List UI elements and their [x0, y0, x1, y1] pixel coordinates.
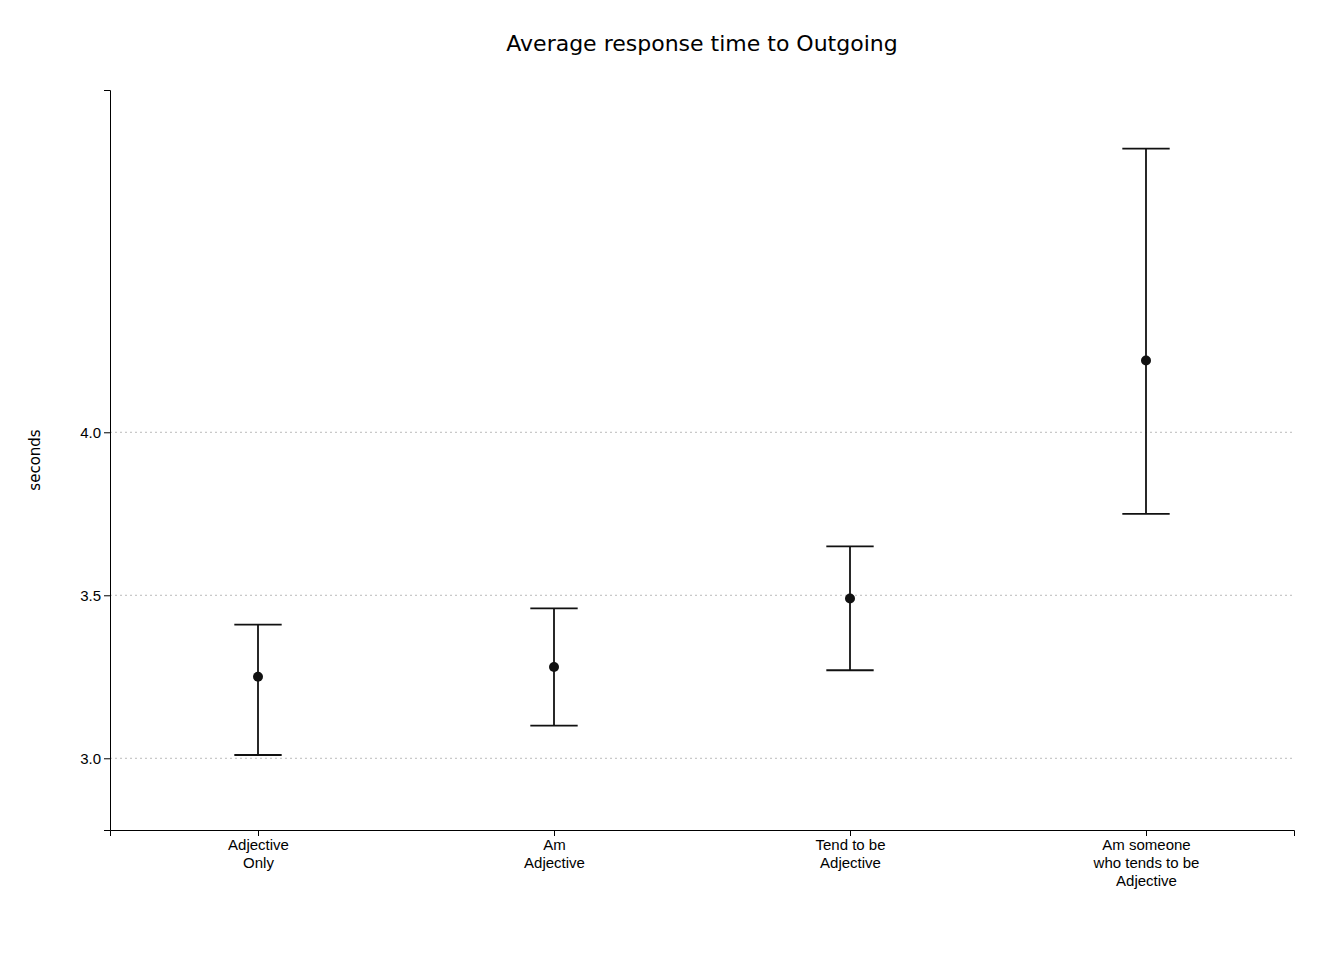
x-tick-label: Tend to beAdjective [815, 836, 885, 871]
x-tick-label-line: Adjective [1116, 872, 1177, 889]
x-axis: AdjectiveOnlyAmAdjectiveTend to beAdject… [111, 830, 1295, 889]
mean-dot [253, 672, 263, 682]
lower-cap [530, 725, 577, 727]
upper-cap [530, 607, 577, 609]
y-tick-mark [104, 595, 110, 596]
x-tick-label-line: Adjective [228, 836, 289, 853]
chart-container: 3.03.54.0AdjectiveOnlyAmAdjectiveTend to… [0, 0, 1344, 960]
error-bar-line [849, 546, 851, 670]
y-tick-label: 3.0 [80, 750, 101, 767]
x-tick-label: AmAdjective [524, 836, 585, 871]
upper-cap [1122, 148, 1169, 150]
lower-cap [1122, 513, 1169, 515]
x-tick-label-line: Adjective [820, 854, 881, 871]
y-axis: 3.0 3.5 4.0 [80, 91, 110, 831]
x-tick-label-line: Tend to be [815, 836, 885, 853]
x-tick-label-line: Adjective [524, 854, 585, 871]
y-tick: 3.5 [80, 587, 110, 604]
x-tick-label-line: Am [543, 836, 566, 853]
upper-cap [234, 624, 281, 626]
grid-line [110, 432, 1294, 433]
marks [234, 149, 1169, 755]
y-tick-label: 3.5 [80, 587, 101, 604]
upper-cap [826, 545, 873, 547]
mean-dot [1141, 356, 1151, 366]
error-bar-line [257, 625, 259, 755]
grid-line [110, 595, 1294, 596]
x-tick: Tend to beAdjective [815, 830, 885, 871]
x-tick-label-line: who tends to be [1093, 854, 1200, 871]
grid [110, 432, 1294, 758]
x-tick-label-line: Am someone [1102, 836, 1190, 853]
x-tick-label-line: Only [243, 854, 274, 871]
x-tick: AmAdjective [524, 830, 585, 871]
error-bar-group [530, 608, 577, 725]
lower-cap [826, 669, 873, 671]
chart-title: Average response time to Outgoing [506, 31, 897, 56]
mean-dot [845, 594, 855, 604]
chart-svg: 3.03.54.0AdjectiveOnlyAmAdjectiveTend to… [0, 0, 1344, 960]
error-bar-group [826, 546, 873, 670]
plot-area: 3.03.54.0AdjectiveOnlyAmAdjectiveTend to… [80, 91, 1294, 889]
x-tick-label: AdjectiveOnly [228, 836, 289, 871]
x-tick-label: Am someonewho tends to beAdjective [1093, 836, 1200, 889]
y-tick: 3.0 [80, 750, 110, 767]
y-tick-mark [104, 758, 110, 759]
y-tick-label: 4.0 [80, 424, 101, 441]
grid-line [110, 758, 1294, 759]
error-bar-group [1122, 149, 1169, 514]
y-tick-mark [104, 432, 110, 433]
error-bar-group [234, 625, 281, 755]
error-bar-line [1145, 149, 1147, 514]
y-tick: 4.0 [80, 424, 110, 441]
x-tick: Am someonewho tends to beAdjective [1093, 830, 1200, 889]
x-tick: AdjectiveOnly [228, 830, 289, 871]
lower-cap [234, 754, 281, 756]
mean-dot [549, 662, 559, 672]
y-axis-line [104, 91, 111, 831]
y-axis-title: seconds [26, 429, 44, 490]
